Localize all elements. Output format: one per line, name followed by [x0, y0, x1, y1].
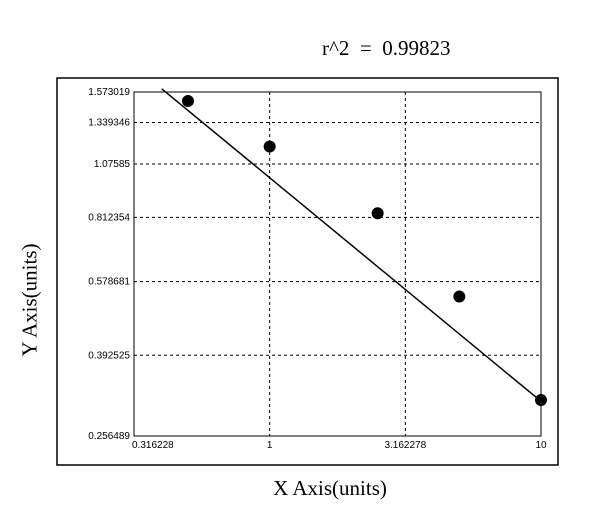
x-tick-label: 10: [535, 440, 547, 451]
chart-frame: [56, 77, 559, 466]
fit-line: [161, 88, 542, 402]
plot-area: [133, 91, 542, 437]
x-tick-label: 0.316228: [132, 440, 174, 451]
data-point: [453, 290, 466, 303]
y-tick-label: 0.392525: [88, 350, 130, 361]
data-point: [371, 207, 384, 220]
y-tick-label: 0.578681: [88, 277, 130, 288]
y-tick-label: 0.812354: [88, 212, 130, 223]
data-point: [263, 140, 276, 153]
y-tick-label: 1.339346: [88, 118, 130, 129]
x-tick-label: 3.162278: [384, 440, 426, 451]
y-tick-label: 0.256489: [88, 431, 130, 442]
data-point: [181, 95, 194, 108]
x-axis-title: X Axis(units): [273, 476, 387, 500]
x-tick-label: 1: [267, 440, 273, 451]
y-tick-label: 1.573019: [88, 87, 130, 98]
y-tick-label: 1.07585: [94, 159, 131, 170]
data-point: [535, 394, 547, 407]
chart-title: r^2 = 0.99823: [322, 36, 451, 60]
